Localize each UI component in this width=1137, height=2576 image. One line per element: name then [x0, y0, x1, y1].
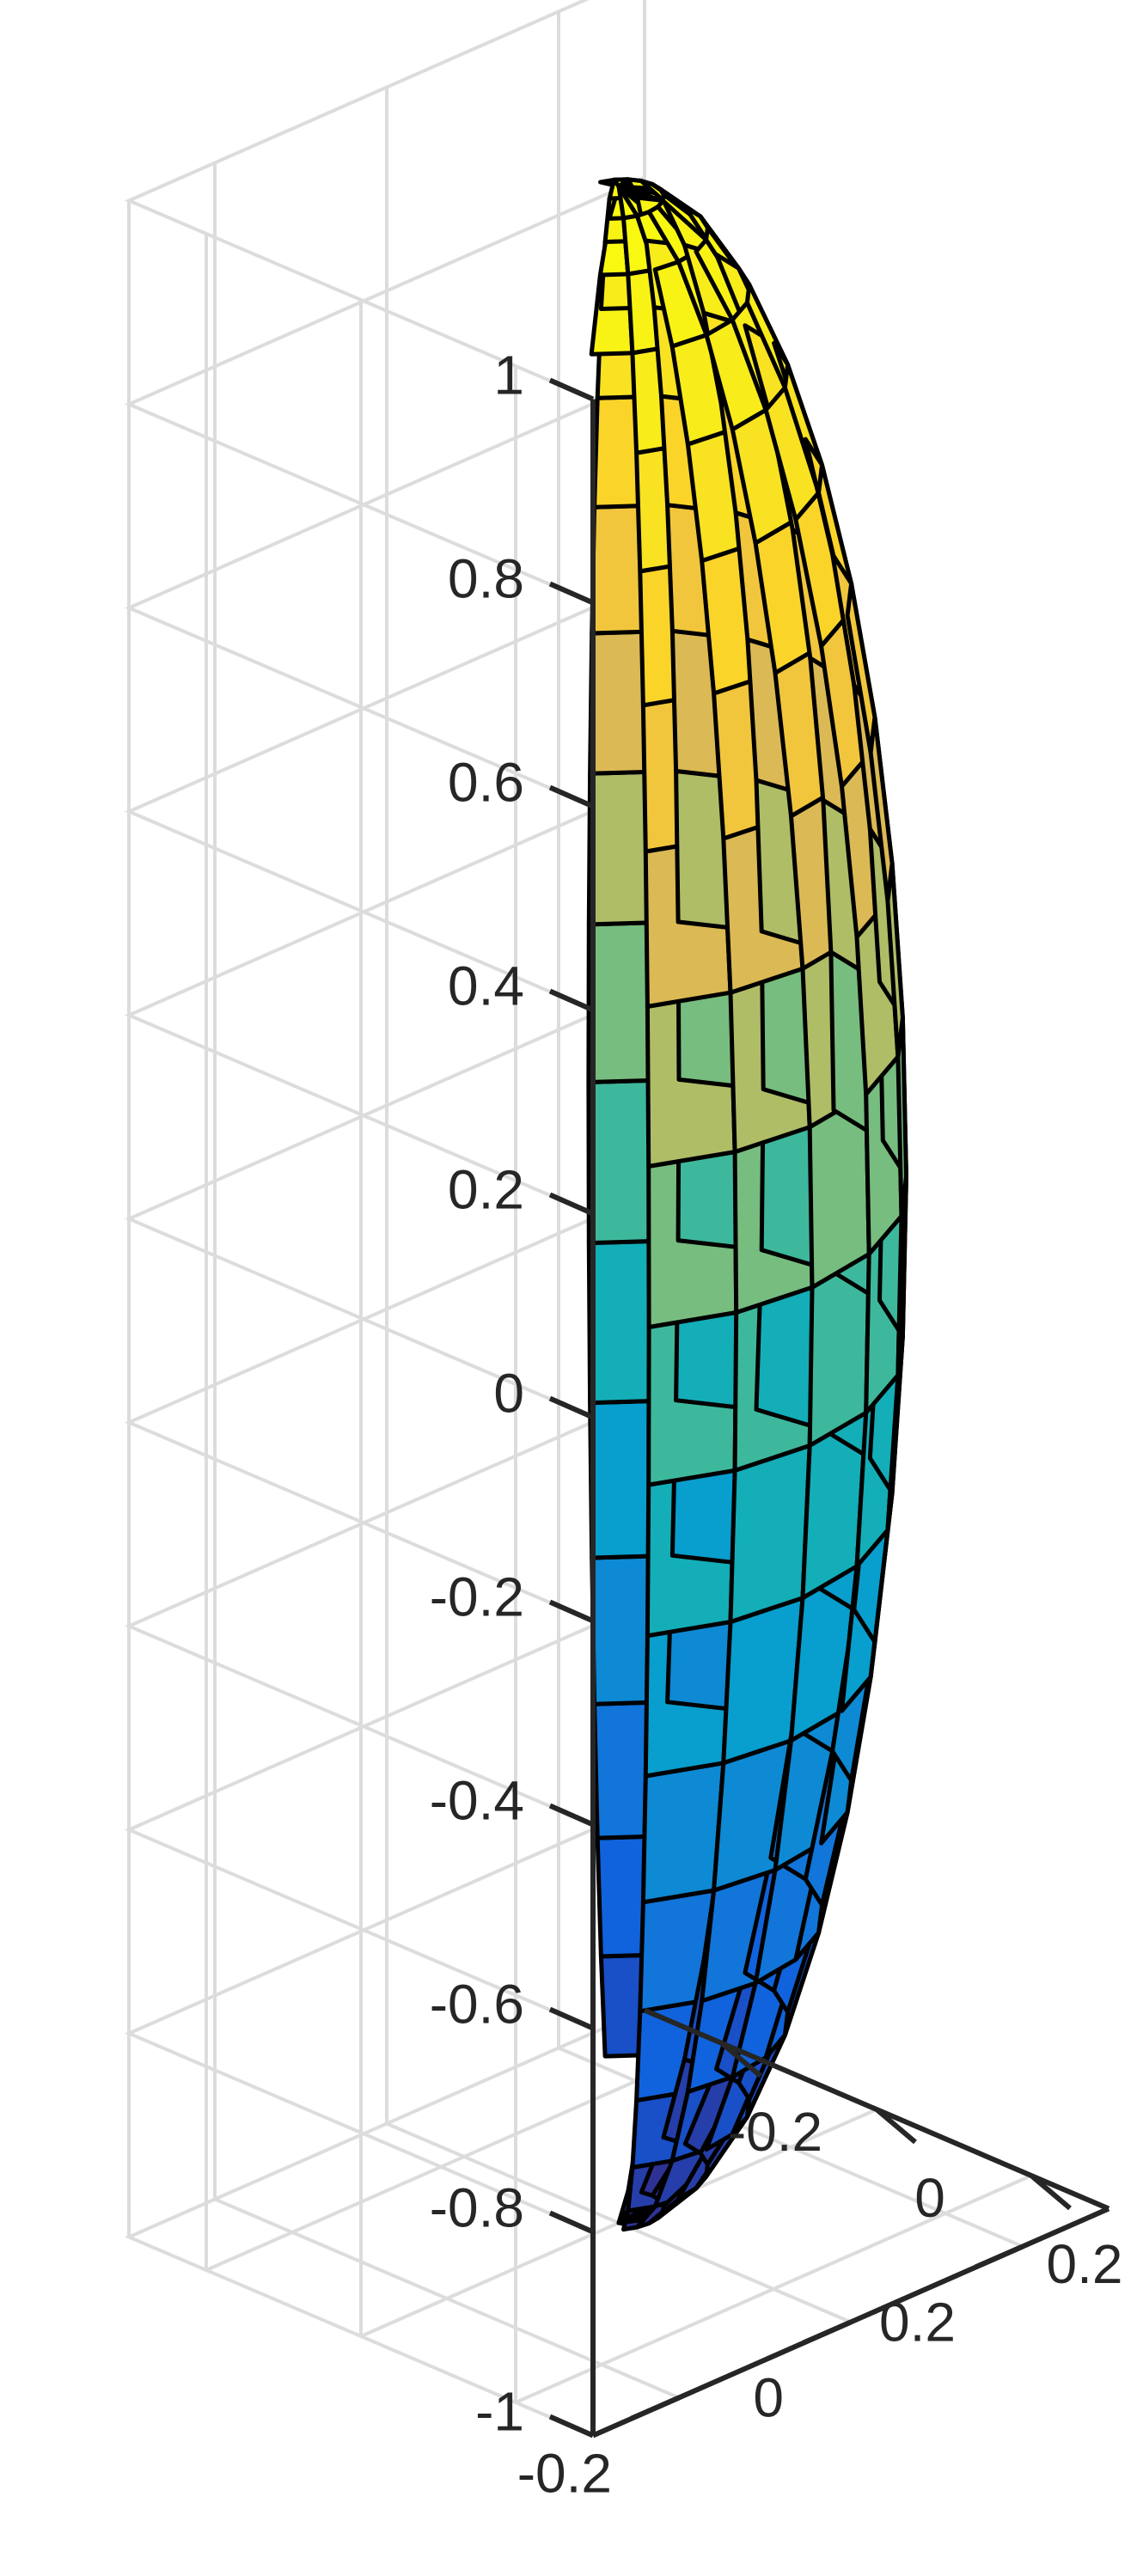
z-tick — [548, 2414, 595, 2439]
x-tick-label: -0.2 — [517, 2443, 612, 2505]
y-tick-label: 0.2 — [1047, 2233, 1123, 2295]
x-tick-label: 0 — [753, 2367, 784, 2429]
z-tick-label: -0.6 — [430, 1974, 524, 2036]
z-tick-label: 0.6 — [448, 752, 524, 814]
y-tick-label: -0.2 — [728, 2101, 822, 2163]
tick-labels: -1 -0.8 -0.6 -0.4 -0.2 0 0.2 0.4 0.6 0.8 1 -0.2 0 0.2… — [430, 345, 1123, 2505]
grid-line — [124, 583, 645, 1012]
y-tick-label: 0 — [914, 2167, 945, 2229]
ellipsoid-surface — [586, 177, 908, 2232]
y-tick — [875, 2107, 917, 2145]
z-tick-label: 0.4 — [448, 955, 524, 1017]
z-tick — [548, 2006, 595, 2031]
y-tick — [1030, 2173, 1072, 2211]
x-tick-label: 0.2 — [879, 2292, 956, 2353]
z-tick-label: 1 — [493, 345, 524, 406]
axis-lines — [548, 377, 1110, 2439]
z-tick — [548, 2210, 595, 2235]
grid-line — [124, 786, 645, 1216]
y-tick — [720, 2041, 762, 2079]
x-tick — [802, 2319, 853, 2346]
z-tick — [548, 784, 595, 809]
grid-line — [124, 1601, 645, 2030]
z-tick — [548, 1803, 595, 1828]
z-tick — [548, 988, 595, 1013]
z-tick — [548, 377, 595, 402]
grid-line — [124, 990, 645, 1419]
grid-line — [124, 379, 645, 809]
grid-line — [124, 1804, 645, 2234]
z-tick — [548, 1395, 595, 1420]
z-tick — [548, 581, 595, 606]
grid-line — [124, 0, 594, 401]
z-tick-label: -0.4 — [430, 1770, 524, 1832]
surface-patch — [640, 1761, 726, 1905]
grid-line — [214, 2197, 680, 2400]
z-tick-label: 0.2 — [448, 1159, 524, 1221]
z-tick-label: -0.8 — [430, 2177, 524, 2239]
z-tick-label: -0.2 — [430, 1566, 524, 1628]
grid-line — [124, 175, 645, 605]
surface-patch — [868, 715, 895, 903]
z-tick-label: 0.8 — [448, 548, 524, 610]
grid-line — [124, 1397, 645, 1827]
x-tick — [630, 2395, 681, 2421]
z-tick-label: 0 — [493, 1363, 524, 1425]
grid-line — [124, 2008, 645, 2438]
surface-patch — [728, 1443, 812, 1625]
z-tick — [548, 1599, 595, 1624]
z-tick-label: -1 — [475, 2381, 524, 2443]
z-tick — [548, 1192, 595, 1217]
x-tick — [974, 2243, 1024, 2270]
grid-line — [124, 1193, 645, 1623]
